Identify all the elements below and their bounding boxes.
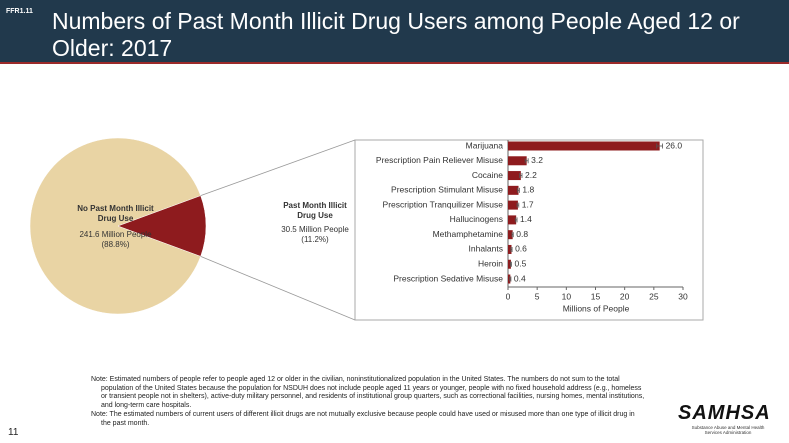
x-tick-label: 20 xyxy=(620,291,630,301)
slide-title: Numbers of Past Month Illicit Drug Users… xyxy=(52,8,740,61)
category-label: Heroin xyxy=(478,258,503,268)
value-label: 3.2 xyxy=(531,155,543,165)
category-label: Marijuana xyxy=(466,140,504,150)
connector xyxy=(200,139,356,197)
value-label: 0.5 xyxy=(515,258,527,268)
bar xyxy=(508,141,660,151)
bar xyxy=(508,244,512,254)
logo-caption: Substance Abuse and Mental Health Servic… xyxy=(691,425,765,435)
error-bar xyxy=(510,246,513,252)
error-bar xyxy=(519,173,523,179)
category-label: Hallucinogens xyxy=(450,214,503,224)
pie-label: No Past Month Illicit Drug Use 241.6 Mil… xyxy=(68,204,163,250)
x-tick-label: 0 xyxy=(506,291,511,301)
pie-category: No Past Month Illicit Drug Use xyxy=(77,204,154,223)
pie-category: Past Month Illicit Drug Use xyxy=(283,201,347,220)
value-label: 1.4 xyxy=(520,214,532,224)
note: Note: Estimated numbers of people refer … xyxy=(91,376,645,409)
x-tick-label: 5 xyxy=(535,291,540,301)
pie-value-label: (11.2%) xyxy=(301,235,329,244)
category-label: Prescription Sedative Misuse xyxy=(393,273,503,283)
category-label: Methamphetamine xyxy=(433,229,504,239)
header: FFR1.11 Numbers of Past Month Illicit Dr… xyxy=(0,0,789,64)
page-number: 11 xyxy=(8,427,19,438)
x-axis-title: Millions of People xyxy=(563,303,630,313)
error-bar xyxy=(524,158,529,164)
bar xyxy=(508,274,511,284)
notes: Note: Estimated numbers of people refer … xyxy=(91,376,646,429)
value-label: 26.0 xyxy=(666,140,683,150)
bar xyxy=(508,230,513,240)
value-label: 2.2 xyxy=(525,170,537,180)
pie-count: 241.6 Million People xyxy=(79,230,152,239)
note: Note: The estimated numbers of current u… xyxy=(91,411,635,427)
bar xyxy=(508,171,521,181)
pie-value-label: (88.8%) xyxy=(101,240,130,249)
logo: SAMHSA xyxy=(678,402,771,424)
x-tick-label: 10 xyxy=(562,291,572,301)
category-label: Cocaine xyxy=(472,170,503,180)
pie-label: Past Month Illicit Drug Use 30.5 Million… xyxy=(275,201,355,245)
error-bar xyxy=(517,187,520,193)
error-bar xyxy=(514,217,518,223)
bar xyxy=(508,259,511,269)
connector xyxy=(200,255,356,321)
category-label: Prescription Stimulant Misuse xyxy=(391,185,503,195)
error-bar xyxy=(511,232,514,238)
bar xyxy=(508,200,518,210)
error-bar xyxy=(509,276,512,282)
slide-code: FFR1.11 xyxy=(6,8,33,15)
x-tick-label: 15 xyxy=(591,291,601,301)
value-label: 1.8 xyxy=(522,185,534,195)
error-bar xyxy=(509,261,512,267)
value-label: 0.4 xyxy=(514,273,526,283)
value-label: 0.8 xyxy=(516,229,528,239)
pie-count: 30.5 Million People xyxy=(281,225,349,234)
pie-slice xyxy=(29,137,201,315)
category-label: Prescription Tranquilizer Misuse xyxy=(383,199,504,209)
x-tick-label: 25 xyxy=(649,291,659,301)
value-label: 1.7 xyxy=(522,199,534,209)
x-tick-label: 30 xyxy=(678,291,688,301)
bar xyxy=(508,156,527,166)
value-label: 0.6 xyxy=(515,244,527,254)
bar xyxy=(508,185,519,195)
error-bar xyxy=(656,143,663,149)
category-label: Prescription Pain Reliever Misuse xyxy=(376,155,503,165)
category-label: Inhalants xyxy=(469,244,504,254)
bar-chart-frame xyxy=(354,139,704,321)
bar xyxy=(508,215,517,225)
error-bar xyxy=(516,202,520,208)
